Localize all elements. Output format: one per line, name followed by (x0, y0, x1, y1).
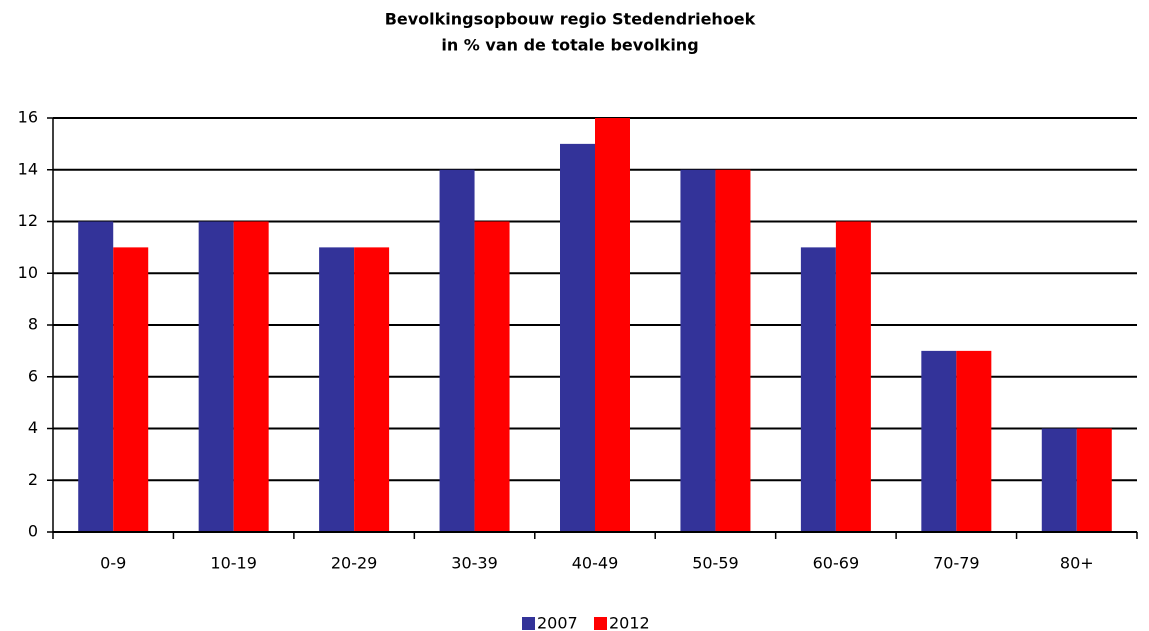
bar (474, 221, 510, 532)
bar (113, 247, 149, 532)
x-tick-label: 80+ (1060, 554, 1094, 573)
bar (233, 221, 269, 532)
chart-title: Bevolkingsopbouw regio Stedendriehoek (385, 10, 756, 29)
x-tick-label: 30-39 (451, 554, 498, 573)
bar (198, 221, 234, 532)
chart-subtitle: in % van de totale bevolking (441, 36, 698, 55)
bar (1041, 428, 1077, 532)
x-tick-label: 50-59 (692, 554, 739, 573)
x-tick-label: 60-69 (813, 554, 860, 573)
y-tick-label: 6 (28, 366, 38, 385)
x-tick-label: 40-49 (572, 554, 619, 573)
bar (835, 221, 871, 532)
bar (680, 169, 716, 532)
legend-swatch (522, 617, 535, 630)
bar (439, 169, 475, 532)
y-tick-label: 14 (18, 159, 38, 178)
legend-swatch (594, 617, 607, 630)
bar (354, 247, 390, 532)
x-tick-label: 20-29 (331, 554, 378, 573)
bar (78, 221, 114, 532)
y-tick-label: 8 (28, 315, 38, 334)
bar (956, 350, 992, 532)
x-tick-label: 10-19 (210, 554, 257, 573)
legend-label: 2007 (537, 614, 578, 631)
bar (800, 247, 836, 532)
y-tick-label: 4 (28, 418, 38, 437)
bar (319, 247, 355, 532)
y-tick-label: 0 (28, 522, 38, 541)
y-tick-label: 10 (18, 263, 38, 282)
y-tick-label: 16 (18, 108, 38, 127)
bar (560, 143, 595, 532)
bar (921, 350, 957, 532)
bar (715, 169, 751, 532)
y-tick-label: 2 (28, 470, 38, 489)
x-tick-label: 0-9 (100, 554, 126, 573)
legend-label: 2012 (609, 614, 650, 631)
x-tick-label: 70-79 (933, 554, 980, 573)
y-tick-label: 12 (18, 211, 38, 230)
bar (595, 118, 630, 532)
bar (1076, 428, 1112, 532)
